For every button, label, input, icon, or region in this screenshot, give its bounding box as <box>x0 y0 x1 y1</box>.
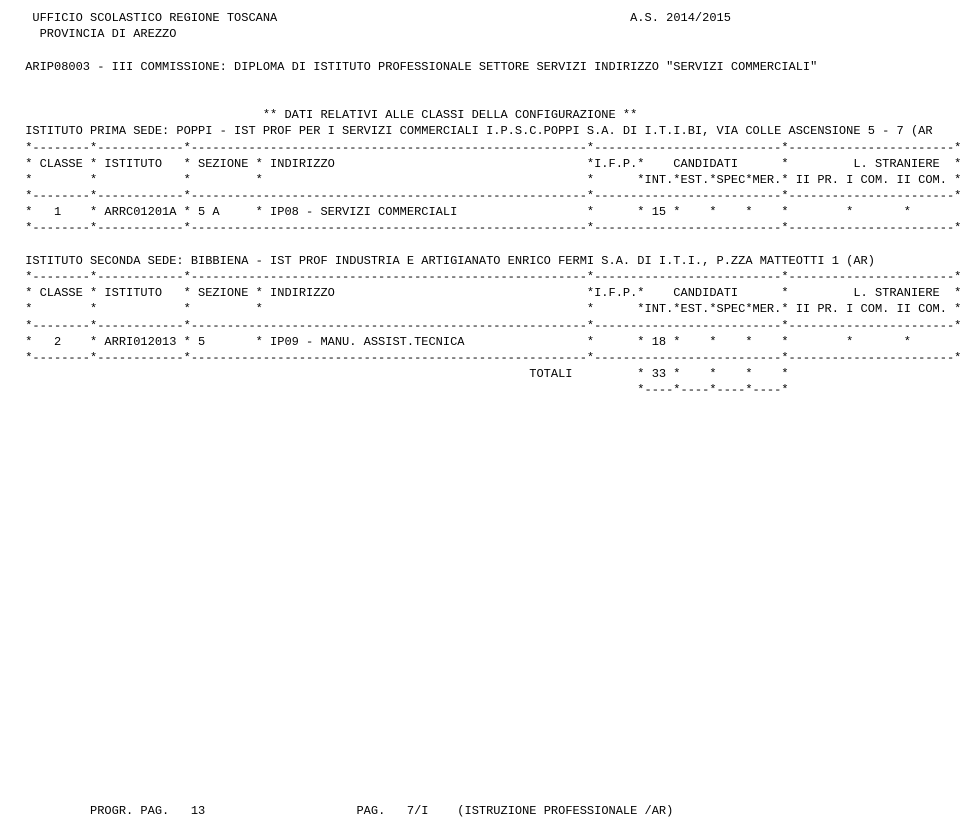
seconda-sede-divider-mid: *--------*------------*-----------------… <box>18 319 960 333</box>
org-line1-left: UFFICIO SCOLASTICO REGIONE TOSCANA <box>18 11 277 25</box>
prima-sede-divider-bot: *--------*------------*-----------------… <box>18 221 960 235</box>
prima-sede-divider-mid: *--------*------------*-----------------… <box>18 189 960 203</box>
commission-line: ARIP08003 - III COMMISSIONE: DIPLOMA DI … <box>18 60 817 74</box>
seconda-sede-header2: * * * * * *INT.*EST.*SPEC*MER.* II PR. I… <box>18 302 960 316</box>
document-body: UFFICIO SCOLASTICO REGIONE TOSCANA A.S. … <box>18 10 960 819</box>
prima-sede-row1: * 1 * ARRC01201A * 5 A * IP08 - SERVIZI … <box>18 205 960 219</box>
totals-line: TOTALI * 33 * * * * <box>18 367 789 381</box>
seconda-sede-title: ISTITUTO SECONDA SEDE: BIBBIENA - IST PR… <box>18 254 875 268</box>
footer-mid: PAG. 7/I <box>356 804 428 818</box>
prima-sede-title: ISTITUTO PRIMA SEDE: POPPI - IST PROF PE… <box>18 124 933 138</box>
totals-dashes: *----*----*----*----* <box>18 383 789 397</box>
seconda-sede-header1: * CLASSE * ISTITUTO * SEZIONE * INDIRIZZ… <box>18 286 960 300</box>
org-line2: PROVINCIA DI AREZZO <box>18 27 176 41</box>
seconda-sede-divider-bot: *--------*------------*-----------------… <box>18 351 960 365</box>
org-line1-right: A.S. 2014/2015 <box>630 11 731 25</box>
prima-sede-header2: * * * * * *INT.*EST.*SPEC*MER.* II PR. I… <box>18 173 960 187</box>
prima-sede-header1: * CLASSE * ISTITUTO * SEZIONE * INDIRIZZ… <box>18 157 960 171</box>
footer-left: PROGR. PAG. 13 <box>18 804 205 818</box>
footer-right: (ISTRUZIONE PROFESSIONALE /AR) <box>457 804 673 818</box>
seconda-sede-row1: * 2 * ARRI012013 * 5 * IP09 - MANU. ASSI… <box>18 335 960 349</box>
prima-sede-divider-top: *--------*------------*-----------------… <box>18 141 960 155</box>
section-header: ** DATI RELATIVI ALLE CLASSI DELLA CONFI… <box>18 108 637 122</box>
seconda-sede-divider-top: *--------*------------*-----------------… <box>18 270 960 284</box>
